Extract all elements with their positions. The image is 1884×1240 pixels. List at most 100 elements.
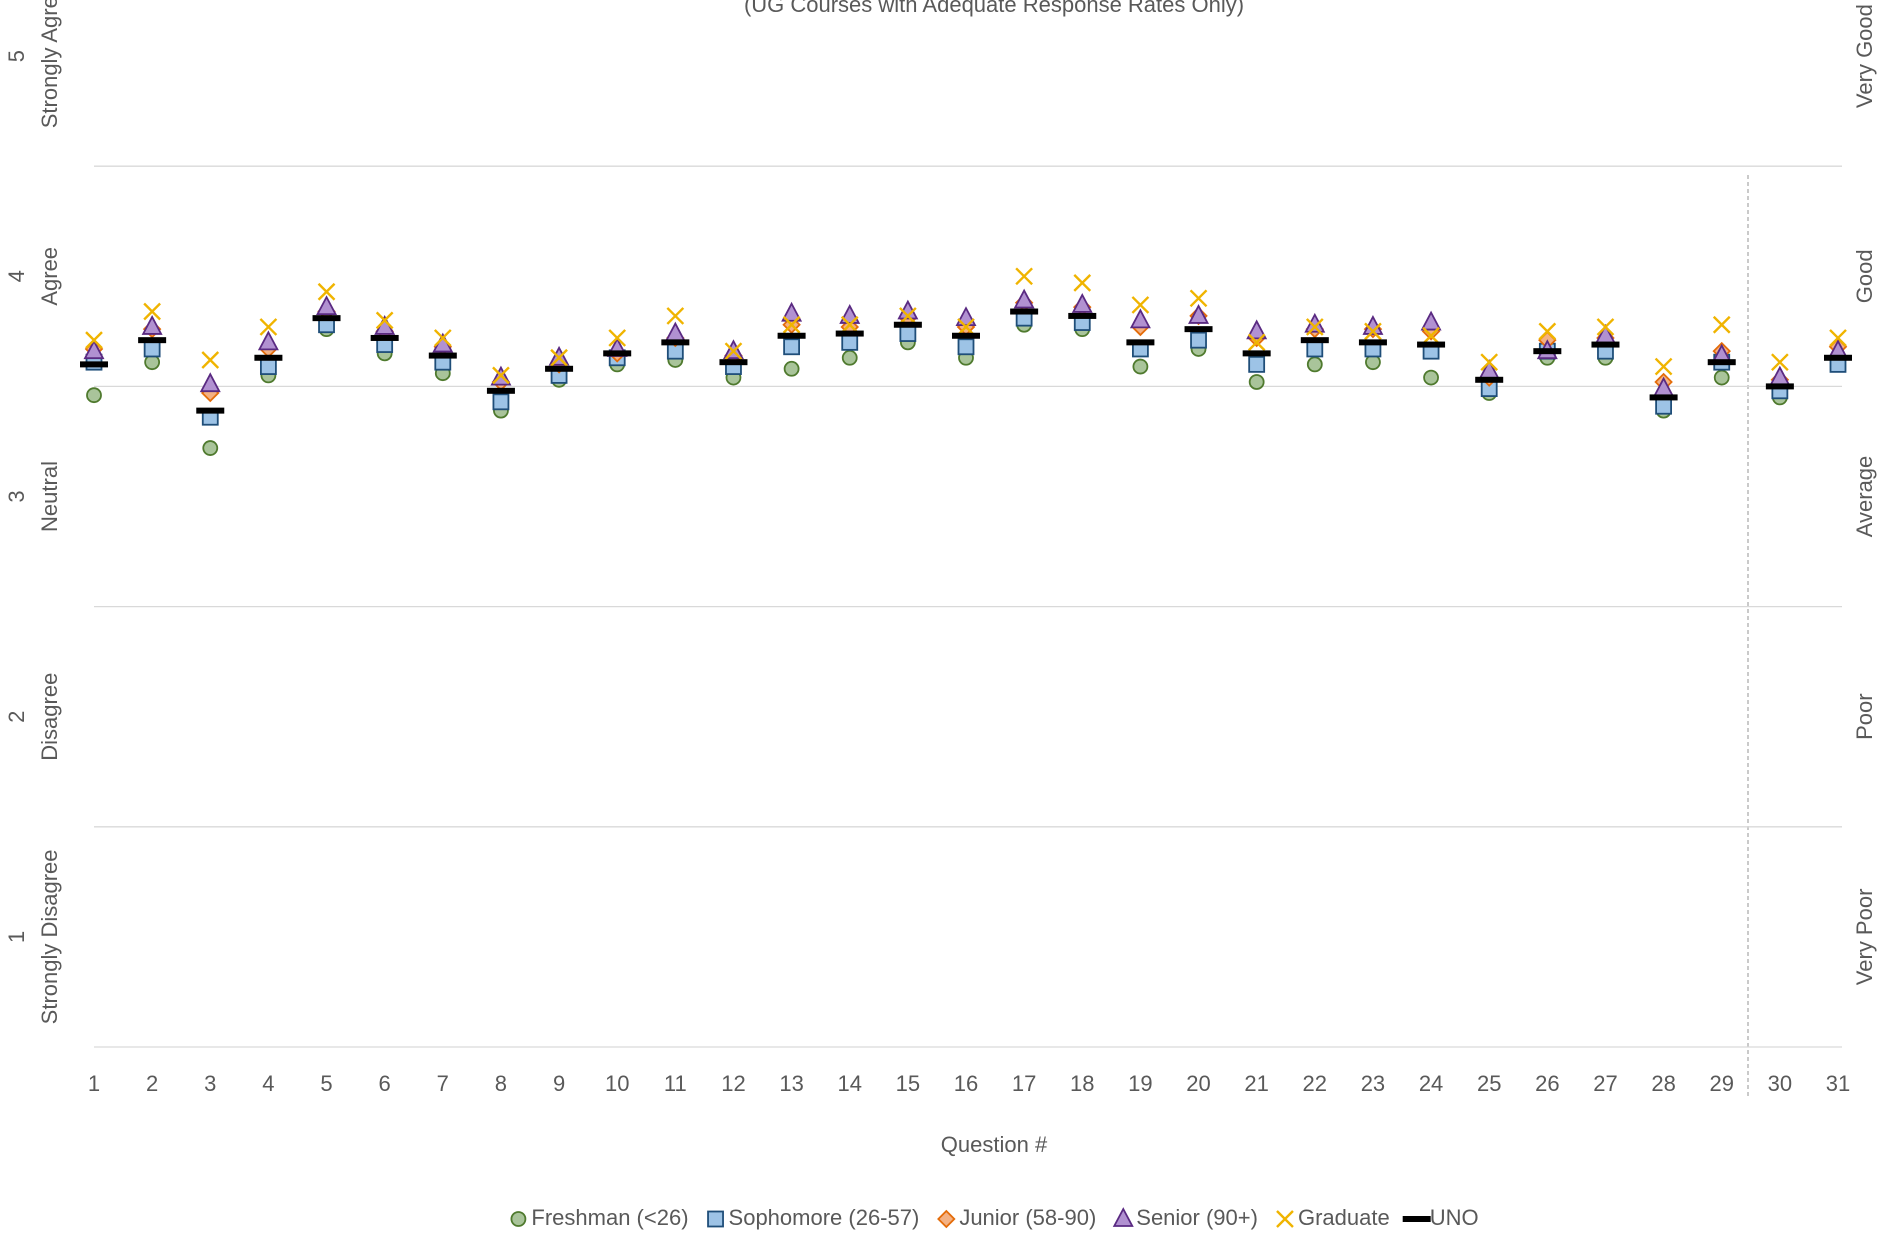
y-tick-label: 3 xyxy=(4,490,29,502)
data-point xyxy=(143,302,161,321)
data-point xyxy=(839,304,861,324)
y-tick-label: 5 xyxy=(4,50,29,62)
data-point xyxy=(80,361,108,368)
data-point xyxy=(957,318,975,336)
x-tick-label: 15 xyxy=(896,1071,920,1096)
y2-tick-label: Very Good xyxy=(1852,4,1877,108)
x-tick-label: 14 xyxy=(837,1071,861,1096)
data-point xyxy=(257,330,279,351)
data-point xyxy=(781,301,803,322)
data-point xyxy=(783,338,800,356)
data-point xyxy=(1422,326,1440,345)
data-point xyxy=(1073,274,1092,292)
y-tick-description: Strongly Agree xyxy=(37,0,62,128)
data-point xyxy=(782,315,801,334)
x-tick-label: 30 xyxy=(1768,1071,1792,1096)
data-point xyxy=(841,333,859,351)
data-point xyxy=(1533,348,1562,355)
data-point xyxy=(202,440,219,456)
data-point xyxy=(1480,353,1499,372)
data-point xyxy=(608,329,627,347)
x-tick-label: 24 xyxy=(1419,1071,1443,1096)
y-tick-label: 1 xyxy=(4,931,29,943)
legend-symbol xyxy=(510,1211,527,1227)
data-point xyxy=(1068,312,1097,319)
y2-tick-label: Average xyxy=(1852,456,1877,538)
x-tick-label: 2 xyxy=(146,1071,158,1096)
legend: Freshman (<26) Sophomore (26-57) Junior (5… xyxy=(510,1205,1479,1230)
data-point xyxy=(1713,369,1730,386)
data-point xyxy=(199,372,221,393)
data-point xyxy=(1126,339,1155,346)
data-point xyxy=(85,331,103,350)
y-tick-label: 2 xyxy=(4,711,29,723)
chart-subtitle: (UG Courses with Adequate Response Rates… xyxy=(744,0,1244,17)
data-point xyxy=(254,354,283,361)
x-tick-label: 18 xyxy=(1070,1071,1094,1096)
x-tick-label: 1 xyxy=(88,1071,100,1096)
data-point xyxy=(1423,369,1439,386)
x-tick-label: 29 xyxy=(1709,1071,1733,1096)
data-point xyxy=(1184,326,1213,333)
data-point xyxy=(141,315,163,335)
data-point xyxy=(317,282,336,301)
data-point xyxy=(1358,339,1387,346)
data-point xyxy=(1596,318,1615,336)
data-point xyxy=(492,366,510,385)
data-point xyxy=(835,330,864,337)
data-point xyxy=(893,321,922,328)
y-tick-label: 4 xyxy=(4,270,29,282)
y-tick-description: Agree xyxy=(37,247,62,306)
data-point xyxy=(259,318,278,336)
data-point xyxy=(840,315,859,334)
legend-label: Senior (90+) xyxy=(1136,1205,1258,1230)
data-point xyxy=(1010,308,1039,315)
x-tick-label: 10 xyxy=(605,1071,629,1096)
data-point xyxy=(143,340,161,358)
y-tick-description: Neutral xyxy=(37,461,62,532)
legend-label: Sophomore (26-57) xyxy=(729,1205,920,1230)
x-tick-label: 26 xyxy=(1535,1071,1559,1096)
data-point xyxy=(1771,353,1789,372)
x-tick-label: 12 xyxy=(721,1071,745,1096)
data-point xyxy=(1305,318,1324,336)
x-tick-label: 3 xyxy=(204,1071,216,1096)
data-point xyxy=(428,352,457,359)
data-point xyxy=(201,351,220,369)
legend-symbol xyxy=(937,1209,956,1229)
data-point xyxy=(724,342,743,361)
data-point xyxy=(1538,322,1557,341)
data-point xyxy=(1132,358,1149,375)
data-point xyxy=(1475,376,1504,383)
legend-label: Freshman (<26) xyxy=(531,1205,688,1230)
data-point xyxy=(375,311,394,330)
legend-symbol xyxy=(707,1210,724,1228)
data-point xyxy=(1824,354,1852,361)
data-point xyxy=(1189,289,1208,308)
data-point xyxy=(370,334,399,341)
legend-symbol xyxy=(1112,1207,1134,1227)
data-point xyxy=(1420,310,1442,331)
data-point xyxy=(550,348,568,367)
data-point xyxy=(603,350,632,357)
data-point xyxy=(492,393,510,411)
data-point xyxy=(719,359,748,366)
data-point xyxy=(1306,340,1324,358)
x-tick-label: 27 xyxy=(1593,1071,1617,1096)
x-tick-label: 13 xyxy=(779,1071,803,1096)
x-tick-label: 16 xyxy=(954,1071,978,1096)
data-point xyxy=(1417,341,1446,348)
data-point xyxy=(1242,350,1271,357)
data-point xyxy=(1013,288,1035,309)
data-point xyxy=(1364,322,1382,341)
legend-label: Junior (58-90) xyxy=(959,1205,1096,1230)
data-point xyxy=(664,321,686,342)
x-tick-label: 5 xyxy=(320,1071,332,1096)
y-tick-description: Strongly Disagree xyxy=(37,849,62,1024)
data-point xyxy=(1015,267,1033,286)
y-tick-description: Disagree xyxy=(37,673,62,761)
data-point xyxy=(1246,319,1268,340)
data-point xyxy=(1765,383,1794,390)
x-tick-label: 28 xyxy=(1651,1071,1675,1096)
